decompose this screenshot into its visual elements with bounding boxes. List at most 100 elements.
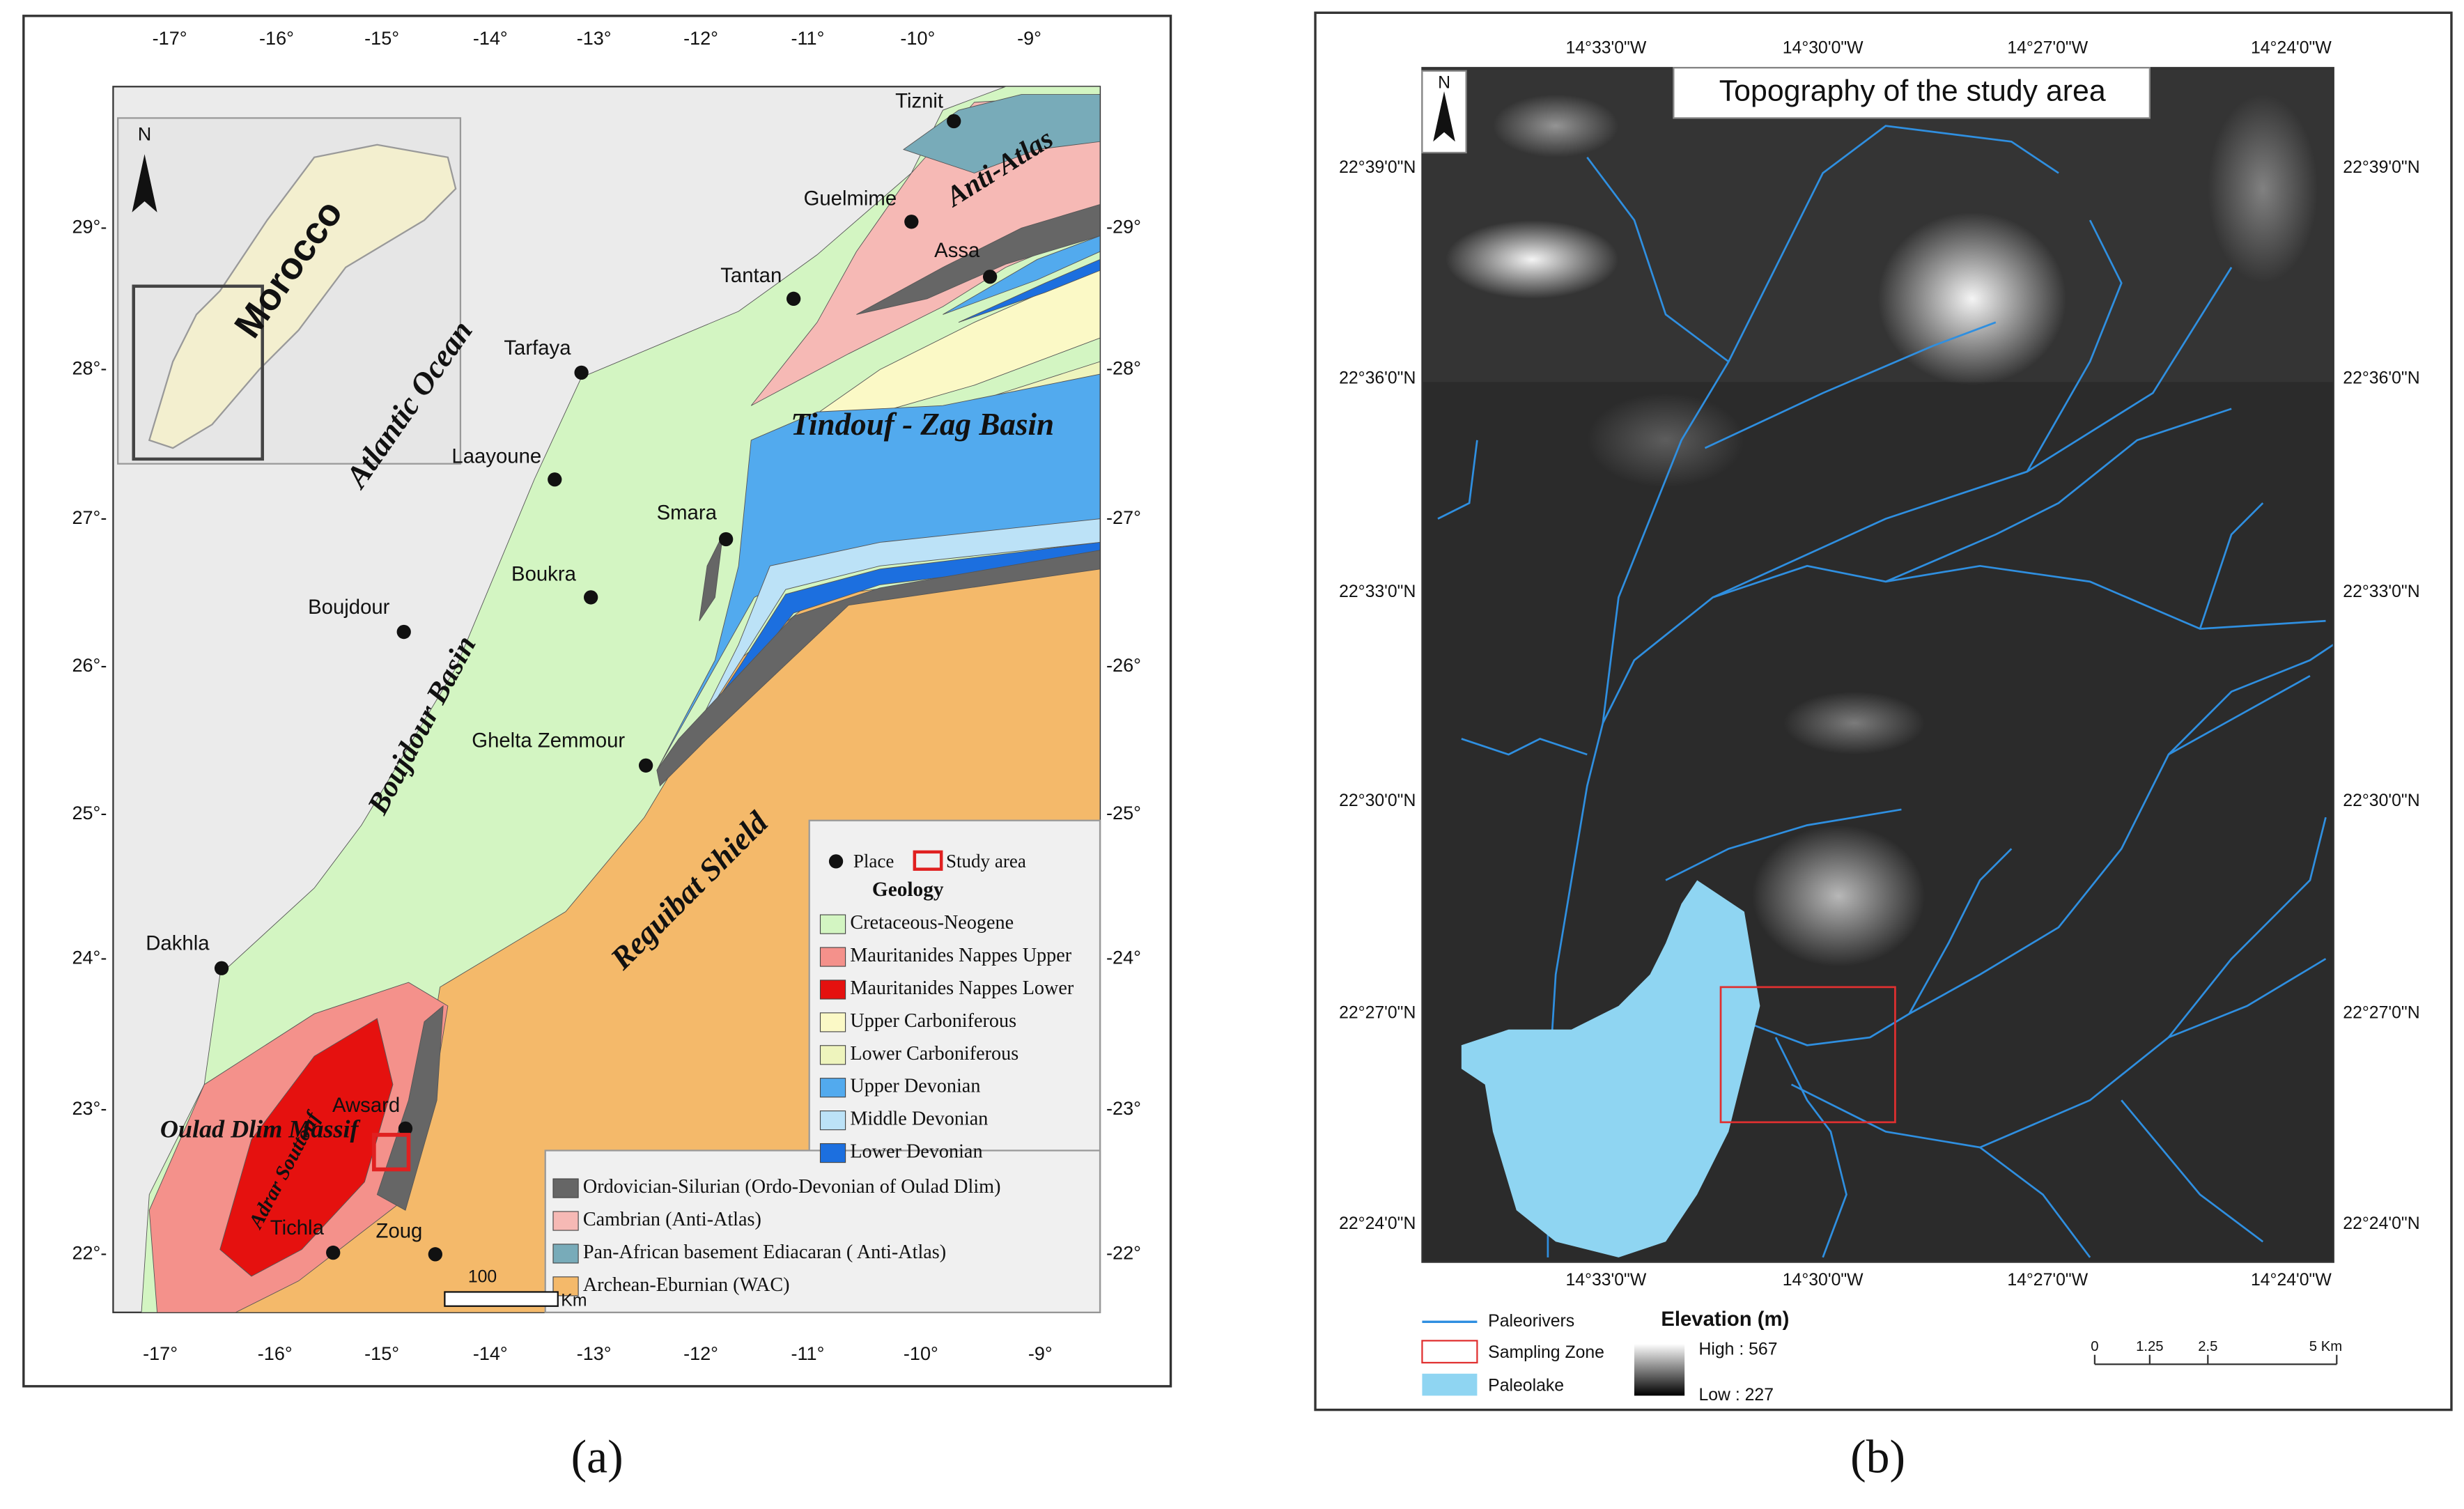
- ordovician-silurian: [376, 1005, 444, 1211]
- high-relief: [1446, 220, 1619, 299]
- place-label: Smara: [657, 502, 718, 525]
- caption: (a): [571, 1431, 623, 1483]
- place-marker: [982, 270, 998, 284]
- lon-tick-label: -17°: [143, 1343, 178, 1364]
- place-marker: [396, 624, 411, 640]
- lat-tick-label: 22°27'0"N: [2343, 1004, 2419, 1023]
- legend-zone-symbol: [1421, 1340, 1478, 1364]
- place-marker: [548, 472, 562, 487]
- lon-tick-label: -10°: [900, 28, 935, 49]
- lat-tick-label: -28°: [1106, 357, 1141, 378]
- place-label: Boujdour: [308, 596, 390, 619]
- legend-swatch: [552, 1211, 579, 1231]
- lat-tick-label: -24°: [1106, 947, 1141, 968]
- legend-swatch: [819, 914, 846, 934]
- place-marker: [398, 1121, 413, 1136]
- lat-tick-label: 22°39'0"N: [1339, 158, 1416, 177]
- high-relief: [1783, 691, 1926, 754]
- inset-north-arrow: [132, 154, 157, 212]
- lat-tick-label: 22°36'0"N: [2343, 369, 2419, 387]
- legend-swatch: [819, 1045, 846, 1065]
- north-arrow: [1433, 91, 1455, 142]
- legend-swatch: [819, 980, 846, 1000]
- place-label: Guelmime: [804, 187, 897, 210]
- legend-label: Ordovician-Silurian (Ordo-Devonian of Ou…: [583, 1176, 1001, 1198]
- legend-label: Paleolake: [1488, 1376, 1564, 1395]
- cambrian: [750, 94, 1101, 406]
- legend-label: Cretaceous-Neogene: [850, 912, 1014, 934]
- lat-tick-label: -29°: [1106, 216, 1141, 237]
- scale-label: 5 Km: [2309, 1339, 2342, 1354]
- legend-label: Lower Carboniferous: [850, 1043, 1018, 1065]
- lon-tick-label: -12°: [683, 28, 718, 49]
- title-box: [1673, 67, 2151, 119]
- legend-label: Study area: [946, 851, 1026, 872]
- lon-tick-label: 14°30'0"W: [1783, 39, 1864, 58]
- lon-tick-label: -15°: [364, 28, 399, 49]
- legend-label: Lower Devonian: [850, 1141, 982, 1163]
- paleolake: [1461, 880, 1760, 1258]
- lon-tick-label: -15°: [364, 1343, 399, 1364]
- legend-swatch: [819, 1012, 846, 1032]
- high-relief: [2208, 94, 2318, 284]
- lon-tick-label: -13°: [577, 28, 612, 49]
- legend-swatch: [819, 1078, 846, 1098]
- lon-tick-label: -11°: [791, 28, 824, 49]
- legend-study-symbol: [913, 850, 943, 871]
- lon-tick-label: -9°: [1017, 28, 1041, 49]
- lon-tick-label: -12°: [683, 1343, 718, 1364]
- place-marker: [947, 114, 961, 129]
- lon-tick-label: 14°30'0"W: [1783, 1271, 1864, 1290]
- lon-tick-label: -14°: [473, 28, 508, 49]
- legend-elevation-ramp: [1634, 1343, 1685, 1396]
- legend-label: Mauritanides Nappes Lower: [850, 977, 1074, 999]
- lat-tick-label: 23°-: [72, 1098, 107, 1119]
- place-marker: [638, 758, 653, 773]
- legend-swatch: [819, 1143, 846, 1163]
- place-marker: [786, 291, 801, 306]
- place-marker: [326, 1245, 341, 1260]
- place-label: Boukra: [511, 563, 577, 586]
- lat-tick-label: 27°-: [72, 507, 107, 528]
- place-label: Laayoune: [451, 444, 541, 467]
- map-title: Topography of the study area: [1719, 75, 2106, 108]
- legend-swatch: [819, 947, 846, 967]
- legend-label: Sampling Zone: [1488, 1343, 1604, 1362]
- lon-tick-label: 14°24'0"W: [2251, 39, 2332, 58]
- caption: (b): [1850, 1431, 1905, 1483]
- place-marker: [584, 590, 598, 605]
- lat-tick-label: 22°39'0"N: [2343, 158, 2419, 177]
- lat-tick-label: -22°: [1106, 1242, 1141, 1263]
- lon-tick-label: -17°: [153, 28, 187, 49]
- legend-label: Place: [853, 851, 894, 872]
- lon-tick-label: -10°: [904, 1343, 938, 1364]
- lat-tick-label: 22°33'0"N: [1339, 582, 1416, 601]
- north-label: N: [1438, 73, 1450, 92]
- place-label: Assa: [934, 239, 980, 262]
- lat-tick-label: 24°-: [72, 947, 107, 968]
- paleorivers: [1437, 125, 2334, 1258]
- place-label: Tarfaya: [504, 336, 571, 359]
- lat-tick-label: -26°: [1106, 655, 1141, 676]
- place-label: Zoug: [376, 1219, 423, 1242]
- place-marker: [214, 961, 229, 975]
- high-relief: [1587, 393, 1744, 488]
- lon-tick-label: -9°: [1028, 1343, 1053, 1364]
- legend-place-symbol: [828, 854, 844, 869]
- place-marker: [574, 365, 589, 380]
- legend-label: Pan-African basement Ediacaran ( Anti-At…: [583, 1241, 946, 1263]
- scale-label: 100: [468, 1268, 497, 1287]
- legend-label: Cambrian (Anti-Atlas): [583, 1209, 761, 1230]
- legend-label: Archean-Eburnian (WAC): [583, 1274, 790, 1296]
- upper-devonian: [943, 235, 1101, 315]
- place-label: Tiznit: [895, 90, 943, 113]
- place-label: Dakhla: [146, 932, 210, 955]
- lat-tick-label: -27°: [1106, 507, 1141, 528]
- lower-devonian: [958, 258, 1101, 323]
- place-label: Tichla: [270, 1216, 325, 1239]
- mauritanides-lower: [219, 1018, 394, 1277]
- lon-tick-label: 14°33'0"W: [1565, 39, 1646, 58]
- legend-label: High : 567: [1698, 1340, 1777, 1359]
- lon-tick-label: -16°: [258, 1343, 293, 1364]
- lat-tick-label: -25°: [1106, 803, 1141, 823]
